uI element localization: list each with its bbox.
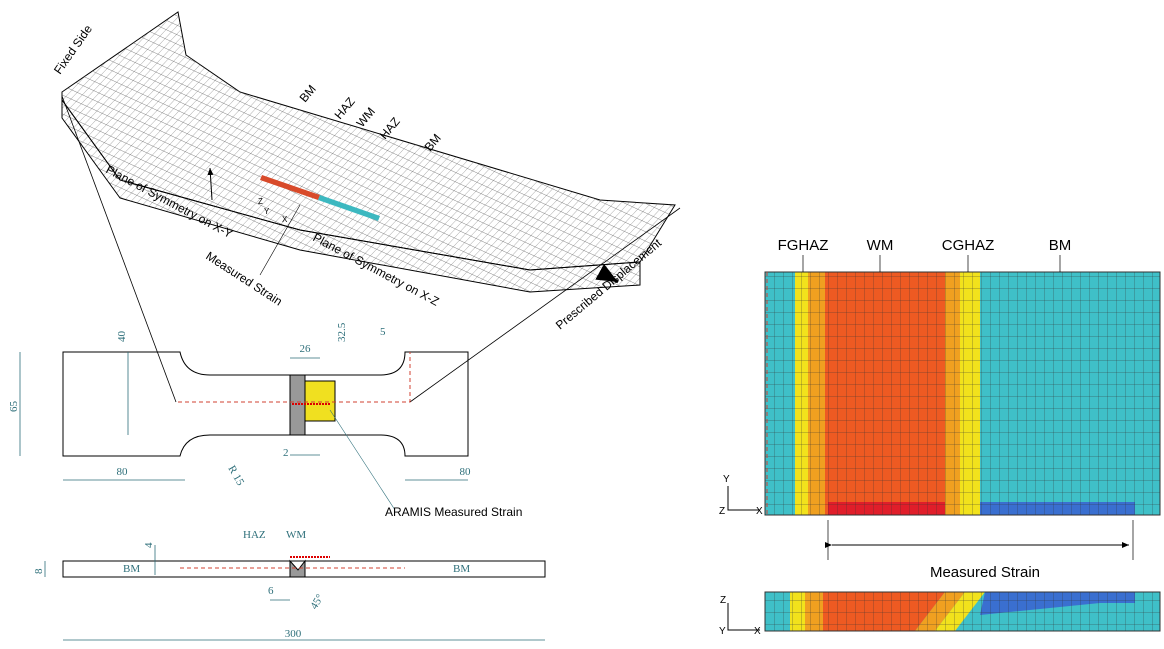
leader xyxy=(329,409,396,511)
dimension: 6 xyxy=(268,585,274,597)
mesh-3d: Fixed Side BM HAZ WM HAZ BM Plane of Sym… xyxy=(51,11,681,403)
dimension: 2 xyxy=(283,447,289,459)
label: Measured Strain xyxy=(203,249,284,309)
dimension: 4 xyxy=(143,542,155,548)
projection-line xyxy=(409,207,681,403)
detail-side: Z Y X xyxy=(719,591,1161,637)
specimen-thickness xyxy=(61,98,641,293)
dimension: 65 xyxy=(8,401,20,413)
zone: WM xyxy=(867,237,894,254)
detail-top: FGHAZ WM CGHAZ BM Y Z X Measured Strain xyxy=(719,237,1161,581)
projection-line xyxy=(61,95,177,403)
dimension-lines xyxy=(44,545,545,641)
axis: Y xyxy=(723,474,730,485)
outline xyxy=(62,351,469,457)
specimen-mesh xyxy=(62,12,675,270)
axis: X xyxy=(754,626,761,637)
zone: BM xyxy=(297,82,319,105)
weld xyxy=(289,559,306,578)
leader xyxy=(259,204,301,276)
side-view: HAZ WM 4 8 BM BM 6 45° 300 xyxy=(33,529,546,641)
axes xyxy=(727,603,760,631)
dimension: 80 xyxy=(117,466,129,478)
dimension: 8 xyxy=(33,568,45,574)
dimension: 5 xyxy=(380,326,386,338)
dimension: 32.5 xyxy=(336,322,348,342)
weld-zone xyxy=(304,380,336,422)
zone: WM xyxy=(286,529,306,541)
dimension: 80 xyxy=(460,466,472,478)
zone: BM xyxy=(1049,237,1072,254)
dimension: 40 xyxy=(116,331,128,343)
dimension: R 15 xyxy=(225,464,246,489)
zone: FGHAZ xyxy=(778,237,829,254)
strain-red xyxy=(260,175,320,200)
zone: WM xyxy=(354,105,378,130)
dashed-region xyxy=(178,352,411,403)
dimension: 45° xyxy=(308,592,326,611)
mesh xyxy=(764,271,1161,516)
axes xyxy=(727,486,760,511)
label: Fixed Side xyxy=(51,22,95,77)
label: ARAMIS Measured Strain xyxy=(385,505,522,519)
zone: HAZ xyxy=(243,529,266,541)
axis: X xyxy=(282,215,288,224)
leaders xyxy=(802,255,1061,272)
zone: CGHAZ xyxy=(942,237,995,254)
label: Measured Strain xyxy=(930,564,1040,581)
material: BM xyxy=(123,563,140,575)
axis: Z xyxy=(258,197,263,206)
axis: Y xyxy=(719,626,726,637)
axis: X xyxy=(756,506,763,517)
extension-lines xyxy=(827,520,1134,560)
mesh xyxy=(764,591,1161,632)
zone: HAZ xyxy=(332,95,358,122)
dimension: 26 xyxy=(300,343,312,355)
strain-cyan xyxy=(318,195,380,221)
dimension: 300 xyxy=(285,628,302,640)
arrow xyxy=(207,167,214,201)
material: BM xyxy=(453,563,470,575)
axis: Z xyxy=(719,506,725,517)
plan-view: 40 26 32.5 5 65 80 R 15 2 80 ARAMIS Meas… xyxy=(8,322,522,519)
dimension-lines xyxy=(19,352,468,481)
axis: Y xyxy=(264,207,270,216)
axis: Z xyxy=(720,595,726,606)
arrow xyxy=(595,263,619,284)
